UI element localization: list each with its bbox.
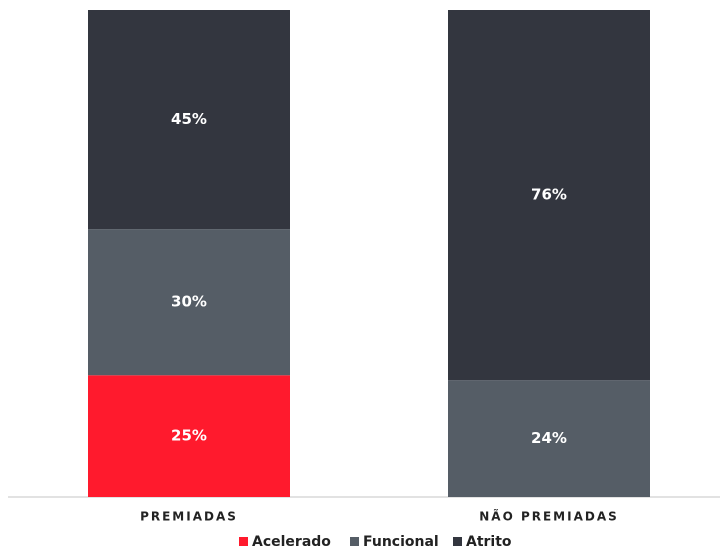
legend-swatch — [453, 537, 462, 546]
x-tick-label: NÃO PREMIADAS — [479, 509, 619, 524]
legend-label: Atrito — [466, 534, 512, 550]
legend-label: Funcional — [363, 534, 439, 550]
legend-swatch — [350, 537, 359, 546]
bar-segment — [88, 375, 290, 497]
value-label: 25% — [171, 427, 207, 445]
value-label: 30% — [171, 293, 207, 311]
legend-swatch — [239, 537, 248, 546]
value-label: 24% — [531, 429, 567, 447]
bar-segment — [448, 380, 650, 497]
bar-segment — [88, 10, 290, 230]
bar-segment — [448, 10, 650, 381]
value-label: 45% — [171, 110, 207, 128]
value-label: 76% — [531, 186, 567, 204]
legend-label: Acelerado — [252, 534, 331, 550]
x-tick-label: PREMIADAS — [140, 510, 238, 524]
bar-segment — [88, 229, 290, 376]
